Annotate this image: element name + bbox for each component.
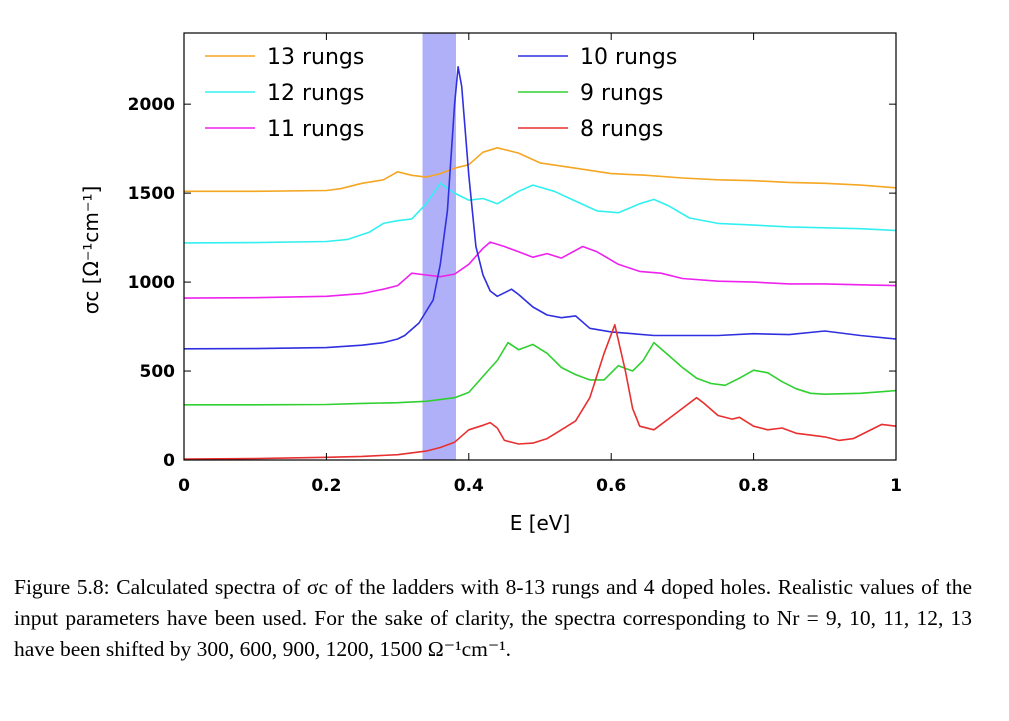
legend-label-0: 13 rungs: [267, 45, 364, 70]
caption-text: Figure 5.8: Calculated spectra of σc of …: [14, 575, 972, 661]
y-axis-label: σc [Ω⁻¹cm⁻¹]: [79, 186, 103, 315]
legend-label-5: 8 rungs: [580, 117, 663, 142]
ticks-group: 0 0.2 0.4 0.6 0.8 1 0 500 1000 1500 2000: [128, 33, 902, 496]
x-tick-label: 0.2: [311, 476, 341, 496]
series-line-0: [184, 147, 897, 193]
series-line-5: [183, 324, 897, 460]
x-axis-label: E [eV]: [510, 511, 571, 535]
figure-caption: Figure 5.8: Calculated spectra of σc of …: [14, 572, 972, 665]
series-group: [183, 66, 897, 460]
plot-frame: [183, 32, 897, 461]
y-tick-label: 500: [140, 362, 176, 382]
legend-label-4: 9 rungs: [580, 81, 663, 106]
legend-label-2: 11 rungs: [267, 117, 364, 142]
highlight-band: [422, 33, 456, 460]
y-tick-label: 1500: [128, 184, 175, 204]
x-tick-label: 0.4: [454, 476, 484, 496]
x-tick-label: 1: [890, 476, 902, 496]
y-tick-label: 0: [163, 451, 175, 471]
series-line-4: [184, 341, 897, 406]
series-line-2: [183, 241, 897, 299]
legend-label-3: 10 rungs: [580, 45, 677, 70]
x-tick-label: 0: [178, 476, 190, 496]
y-tick-label: 2000: [128, 95, 175, 115]
x-tick-label: 0.6: [596, 476, 626, 496]
legend-label-1: 12 rungs: [267, 81, 364, 106]
series-line-1: [183, 182, 897, 244]
legend: 13 rungs 12 rungs 11 rungs 10 rungs 9 rungs 8…: [205, 45, 677, 142]
series-line-3: [183, 66, 897, 350]
y-tick-label: 1000: [128, 273, 175, 293]
x-tick-label: 0.8: [739, 476, 769, 496]
